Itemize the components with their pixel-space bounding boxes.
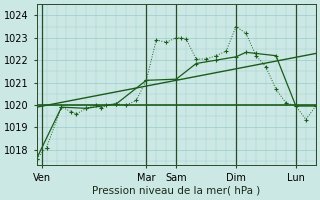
X-axis label: Pression niveau de la mer( hPa ): Pression niveau de la mer( hPa ): [92, 186, 260, 196]
